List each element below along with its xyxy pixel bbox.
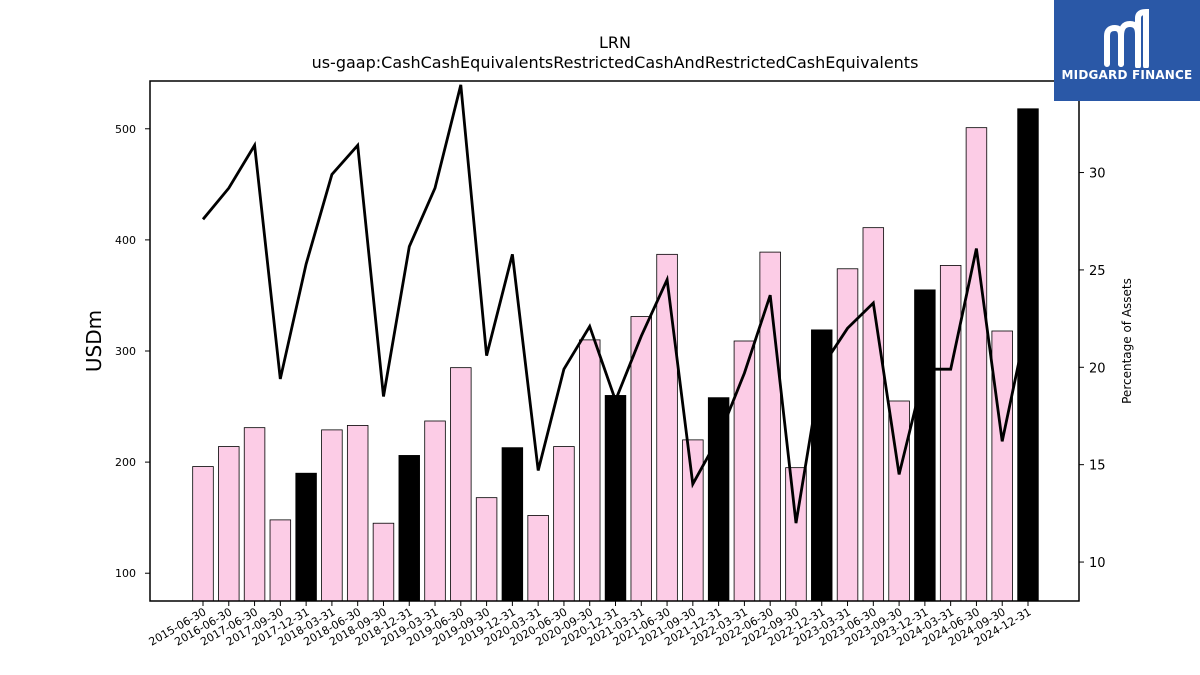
chart-subtitle: us-gaap:CashCashEquivalentsRestrictedCas… — [312, 53, 919, 72]
bar-2023-03-31 — [836, 268, 859, 602]
bar-2022-03-31 — [733, 340, 756, 602]
bar-2023-06-30 — [862, 227, 885, 602]
bar-2016-06-30 — [218, 446, 240, 602]
bar-2020-03-31 — [527, 515, 549, 602]
bar-2015-06-30 — [192, 466, 214, 602]
y-tick-label: 200 — [115, 456, 136, 469]
line-series — [201, 84, 1030, 524]
y2-tick-label: 10 — [1089, 556, 1106, 571]
bar-2019-06-30 — [450, 367, 472, 602]
bar-2024-06-30 — [965, 127, 988, 602]
y2-tick-label: 15 — [1089, 459, 1106, 474]
y2-tick-label: 30 — [1089, 167, 1106, 182]
y2-tick-label: 20 — [1089, 361, 1106, 376]
chart-title: LRN — [599, 33, 631, 52]
bar-2019-09-30 — [475, 497, 498, 602]
bar-2018-09-30 — [372, 522, 395, 602]
y2-axis-ticks: 10 15 20 25 30 — [1079, 167, 1106, 571]
bar-2018-06-30 — [346, 425, 369, 602]
bar-series — [192, 108, 1039, 602]
bar-2021-03-31 — [630, 316, 652, 602]
y-tick-label: 300 — [115, 345, 136, 358]
bar-2019-03-31 — [424, 420, 446, 602]
bar-2021-06-30 — [656, 253, 678, 602]
bar-2021-09-30 — [682, 439, 704, 602]
y-tick-label: 100 — [115, 567, 136, 580]
x-axis-ticks: 2015-06-302016-06-302017-06-302017-09-30… — [147, 601, 1034, 649]
bar-2018-03-31 — [321, 429, 343, 602]
bar-2020-06-30 — [553, 446, 575, 602]
y-axis-label: USDm — [82, 310, 106, 372]
percentage-line — [201, 84, 1030, 524]
bar-2021-12-31 — [707, 397, 730, 602]
bar-2020-09-30 — [579, 339, 601, 602]
bar-2019-12-31 — [501, 447, 524, 602]
bar-2023-12-31 — [914, 289, 936, 602]
bar-2017-12-31 — [295, 472, 317, 602]
bar-2018-12-31 — [398, 455, 420, 602]
bar-2024-03-31 — [939, 265, 962, 602]
y-tick-label: 400 — [115, 234, 136, 247]
y2-tick-label: 25 — [1089, 264, 1106, 279]
y-axis-ticks: 100 200 300 400 500 — [115, 123, 150, 580]
bar-2020-12-31 — [604, 395, 627, 602]
brand-name: MIDGARD FINANCE — [1061, 68, 1193, 82]
y-tick-label: 500 — [115, 123, 136, 136]
plot-frame — [149, 80, 1080, 602]
bar-2024-09-30 — [991, 330, 1013, 602]
midgard-m-logo-icon — [1104, 8, 1149, 68]
bar-2017-06-30 — [243, 427, 266, 602]
y2-axis-label: Percentage of Assets — [1120, 278, 1134, 404]
bar-2017-09-30 — [269, 519, 292, 602]
brand-logo: MIDGARD FINANCE — [1054, 0, 1200, 101]
